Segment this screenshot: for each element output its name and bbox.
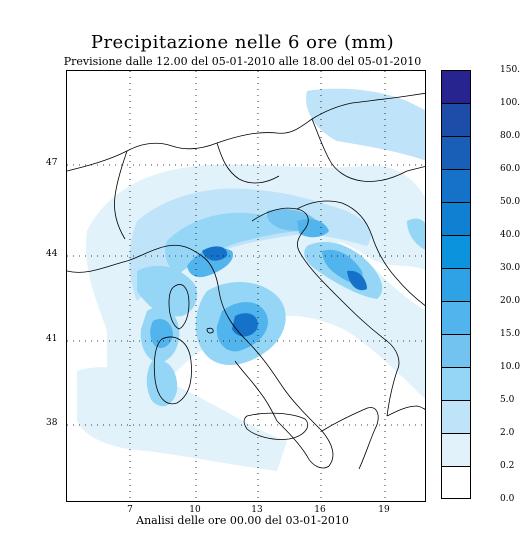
legend-swatch bbox=[441, 367, 471, 400]
elba-outline bbox=[206, 327, 214, 334]
lon-label-13: 13 bbox=[251, 505, 263, 515]
legend-level-label: 80.0 bbox=[500, 131, 520, 141]
forecast-period: Previsione dalle 12.00 del 05-01-2010 al… bbox=[63, 55, 422, 68]
legend-level-label: 0.0 bbox=[500, 494, 515, 504]
legend-swatch bbox=[441, 466, 471, 499]
lat-label-47: 47 bbox=[46, 158, 58, 168]
sardinia-outline bbox=[153, 336, 192, 405]
legend-swatch bbox=[441, 334, 471, 367]
legend-swatch bbox=[441, 136, 471, 169]
sicily-outline bbox=[243, 412, 309, 440]
map-title: Precipitazione nelle 6 ore (mm) bbox=[90, 32, 395, 53]
legend-swatch bbox=[441, 202, 471, 235]
legend-level-label: 15.0 bbox=[500, 329, 520, 339]
legend-level-label: 50.0 bbox=[500, 197, 520, 207]
lat-lon-grid bbox=[67, 71, 425, 501]
legend-swatch bbox=[441, 400, 471, 433]
lon-label-10: 10 bbox=[189, 505, 201, 515]
legend-level-label: 150.0 bbox=[500, 65, 520, 75]
legend-level-label: 60.0 bbox=[500, 164, 520, 174]
legend-level-label: 20.0 bbox=[500, 296, 520, 306]
lat-label-38: 38 bbox=[46, 418, 58, 428]
legend-swatch bbox=[441, 268, 471, 301]
legend-swatch bbox=[441, 103, 471, 136]
islands bbox=[153, 284, 309, 440]
legend-level-label: 10.0 bbox=[500, 362, 520, 372]
legend-level-label: 40.0 bbox=[500, 230, 520, 240]
corsica-outline bbox=[168, 284, 190, 330]
lon-label-16: 16 bbox=[314, 505, 326, 515]
lat-label-44: 44 bbox=[46, 249, 58, 259]
legend-level-label: 100.0 bbox=[500, 98, 520, 108]
analysis-time: Analisi delle ore 00.00 del 03-01-2010 bbox=[136, 514, 349, 527]
legend-swatch bbox=[441, 169, 471, 202]
precipitation-map bbox=[66, 70, 426, 502]
legend-swatch bbox=[441, 301, 471, 334]
legend-level-label: 5.0 bbox=[500, 395, 515, 405]
precipitation-fields bbox=[77, 88, 425, 471]
lon-label-7: 7 bbox=[127, 505, 133, 515]
legend-level-label: 30.0 bbox=[500, 263, 520, 273]
map-canvas bbox=[67, 71, 425, 501]
lat-label-41: 41 bbox=[46, 334, 58, 344]
legend-swatch bbox=[441, 235, 471, 268]
legend-level-label: 2.0 bbox=[500, 428, 515, 438]
lon-label-19: 19 bbox=[378, 505, 390, 515]
legend-swatch bbox=[441, 433, 471, 466]
legend-level-label: 0.2 bbox=[500, 461, 515, 471]
legend-swatch bbox=[441, 70, 471, 103]
